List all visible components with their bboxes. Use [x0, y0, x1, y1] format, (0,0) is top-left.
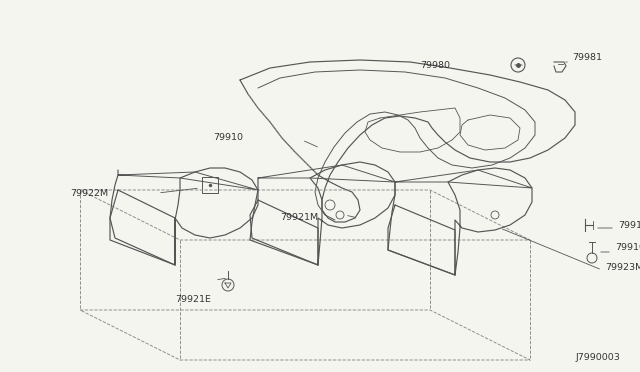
Text: 79921M: 79921M: [280, 214, 318, 222]
Text: 79922M: 79922M: [70, 189, 108, 198]
Bar: [202, 177, 218, 193]
Text: 79910: 79910: [213, 134, 243, 142]
Text: 79981: 79981: [572, 54, 602, 62]
Text: 79910EA: 79910EA: [615, 244, 640, 253]
Text: 79921E: 79921E: [175, 295, 211, 305]
Text: 79910E: 79910E: [618, 221, 640, 230]
Text: J7990003: J7990003: [575, 353, 620, 362]
Text: 79923M: 79923M: [605, 263, 640, 273]
Text: 79980: 79980: [420, 61, 450, 70]
